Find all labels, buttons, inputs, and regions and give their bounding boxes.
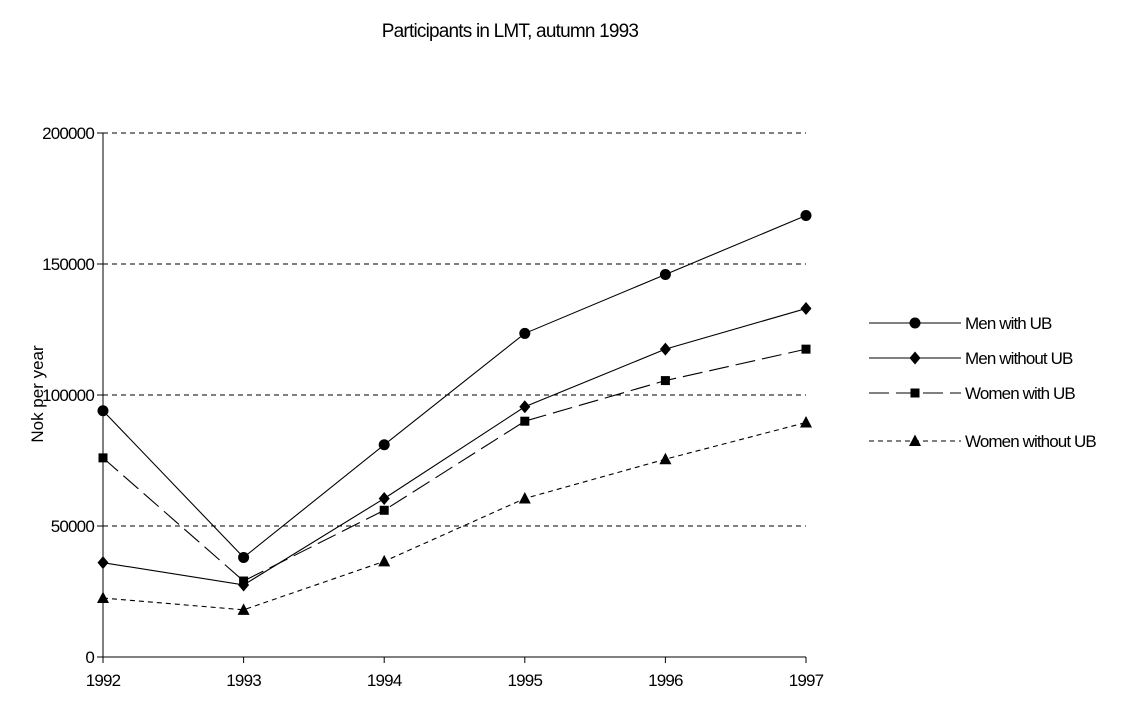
x-tick-label: 1996 xyxy=(648,671,683,690)
gridlines xyxy=(103,132,806,527)
tick-labels: 0 50000 100000 150000 200000 1992 1993 1994 1995… xyxy=(42,124,824,690)
legend-item-women-with-ub: Women with UB xyxy=(869,384,1076,403)
legend-item-women-without-ub: Women without UB xyxy=(869,432,1097,451)
series-men-with-ub xyxy=(97,210,812,563)
data-point-triangle xyxy=(800,416,812,428)
data-point-triangle xyxy=(97,591,109,604)
legend-label: Men with UB xyxy=(965,314,1052,333)
series-lines xyxy=(97,210,812,615)
data-point-circle xyxy=(378,439,390,451)
data-point-square xyxy=(239,576,249,586)
x-tick-label: 1997 xyxy=(789,671,824,690)
data-point-square xyxy=(910,388,920,398)
legend-label: Women with UB xyxy=(965,384,1075,403)
series-line-men-without-ub xyxy=(102,308,807,586)
data-point-circle xyxy=(238,551,250,563)
legend-item-men-without-ub: Men without UB xyxy=(869,349,1074,368)
data-point-circle xyxy=(909,317,921,329)
data-point-diamond xyxy=(659,342,671,356)
series-line-men-with-ub xyxy=(102,215,807,559)
series-line-women-without-ub xyxy=(102,421,807,611)
chart-title: Participants in LMT, autumn 1993 xyxy=(382,21,639,42)
data-point-diamond xyxy=(97,556,109,570)
data-point-diamond xyxy=(519,400,531,414)
series-line-women-with-ub xyxy=(102,348,807,582)
y-tick-label: 200000 xyxy=(42,124,94,143)
data-point-triangle xyxy=(518,491,531,504)
data-point-triangle xyxy=(378,554,391,567)
data-point-diamond xyxy=(800,302,812,316)
legend-item-men-with-ub: Men with UB xyxy=(869,314,1053,333)
legend: Men with UB Men without UB Women with UB Wo… xyxy=(869,314,1097,451)
data-point-triangle xyxy=(237,603,250,615)
y-tick-label: 0 xyxy=(85,648,94,667)
data-point-circle xyxy=(800,210,812,222)
y-tick-label: 100000 xyxy=(42,386,94,405)
data-point-square xyxy=(379,505,389,515)
x-tick-label: 1993 xyxy=(226,671,261,690)
data-point-square xyxy=(801,344,811,354)
series-women-without-ub xyxy=(97,416,812,615)
y-axis-label: Nok per year xyxy=(28,345,47,443)
data-point-triangle xyxy=(659,452,672,465)
y-tick-label: 50000 xyxy=(51,517,95,536)
x-tick-label: 1992 xyxy=(86,671,121,690)
legend-label: Women without UB xyxy=(965,432,1096,451)
data-point-circle xyxy=(519,327,531,339)
data-point-circle xyxy=(659,268,671,280)
legend-label: Men without UB xyxy=(965,349,1073,368)
axes xyxy=(97,132,807,663)
x-tick-label: 1994 xyxy=(367,671,402,690)
data-point-diamond xyxy=(909,351,921,365)
data-point-circle xyxy=(97,405,109,417)
data-point-diamond xyxy=(378,491,390,505)
y-tick-label: 150000 xyxy=(42,255,94,274)
series-men-without-ub xyxy=(97,302,812,592)
data-point-square xyxy=(660,376,670,386)
data-point-square xyxy=(98,453,108,463)
x-tick-label: 1995 xyxy=(507,671,542,690)
data-point-triangle xyxy=(909,434,921,446)
data-point-square xyxy=(520,416,530,426)
series-women-with-ub xyxy=(98,344,811,586)
